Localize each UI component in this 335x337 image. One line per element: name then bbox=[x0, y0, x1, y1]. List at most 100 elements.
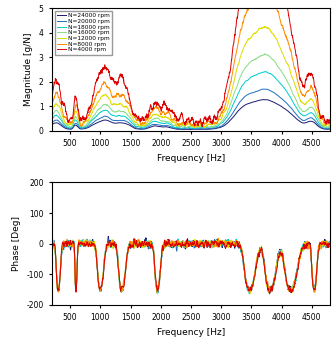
Line: N=24000 rpm: N=24000 rpm bbox=[52, 236, 330, 293]
Y-axis label: Phase [Deg]: Phase [Deg] bbox=[12, 216, 21, 271]
N=24000 rpm bbox=[179, 127, 183, 131]
N=18000 rpm bbox=[83, 125, 87, 129]
N=12000 rpm bbox=[328, 243, 332, 247]
N=24000 rpm bbox=[328, 127, 332, 131]
N=16000 rpm bbox=[71, 120, 75, 124]
N=18000 rpm bbox=[50, 118, 54, 122]
N=4000 rpm bbox=[168, 242, 172, 246]
N=16000 rpm bbox=[168, 244, 172, 248]
N=18000 rpm bbox=[192, 126, 196, 130]
N=16000 rpm bbox=[50, 114, 54, 118]
Y-axis label: Magnitude [g/N]: Magnitude [g/N] bbox=[24, 33, 33, 106]
N=4000 rpm bbox=[200, 125, 204, 129]
N=8000 rpm bbox=[179, 242, 183, 246]
N=12000 rpm bbox=[328, 123, 332, 127]
N=12000 rpm bbox=[50, 110, 54, 114]
N=18000 rpm bbox=[168, 241, 172, 245]
N=4000 rpm bbox=[174, 114, 178, 118]
N=16000 rpm bbox=[208, 125, 212, 129]
Line: N=18000 rpm: N=18000 rpm bbox=[52, 239, 330, 294]
N=12000 rpm bbox=[82, 237, 86, 241]
N=4000 rpm bbox=[71, 108, 75, 112]
N=16000 rpm bbox=[83, 124, 87, 128]
N=20000 rpm bbox=[328, 239, 332, 243]
N=20000 rpm bbox=[168, 124, 172, 128]
N=18000 rpm bbox=[264, 69, 268, 73]
N=18000 rpm bbox=[71, 121, 75, 125]
N=18000 rpm bbox=[168, 122, 172, 126]
N=12000 rpm bbox=[262, 25, 266, 29]
N=4000 rpm bbox=[208, 116, 212, 120]
N=12000 rpm bbox=[50, 240, 54, 244]
N=8000 rpm bbox=[291, 290, 295, 294]
N=8000 rpm bbox=[179, 122, 183, 126]
N=20000 rpm bbox=[83, 242, 87, 246]
N=12000 rpm bbox=[248, 291, 252, 295]
N=16000 rpm bbox=[168, 120, 172, 124]
Line: N=16000 rpm: N=16000 rpm bbox=[52, 239, 330, 294]
N=20000 rpm bbox=[50, 121, 54, 125]
N=18000 rpm bbox=[71, 240, 75, 244]
N=20000 rpm bbox=[83, 126, 87, 130]
N=16000 rpm bbox=[328, 125, 332, 129]
N=4000 rpm bbox=[179, 244, 183, 248]
N=16000 rpm bbox=[50, 241, 54, 245]
N=8000 rpm bbox=[50, 243, 54, 247]
N=8000 rpm bbox=[79, 125, 83, 129]
N=18000 rpm bbox=[247, 292, 251, 296]
N=18000 rpm bbox=[176, 237, 180, 241]
N=20000 rpm bbox=[71, 239, 75, 243]
N=20000 rpm bbox=[107, 237, 111, 241]
X-axis label: Frequency [Hz]: Frequency [Hz] bbox=[157, 328, 225, 337]
N=8000 rpm bbox=[83, 240, 87, 244]
Line: N=20000 rpm: N=20000 rpm bbox=[52, 239, 330, 293]
N=24000 rpm bbox=[179, 241, 183, 245]
N=8000 rpm bbox=[50, 102, 54, 106]
Line: N=24000 rpm: N=24000 rpm bbox=[52, 100, 330, 129]
N=12000 rpm bbox=[179, 122, 183, 126]
N=8000 rpm bbox=[71, 115, 75, 119]
N=24000 rpm bbox=[83, 127, 87, 131]
Line: N=12000 rpm: N=12000 rpm bbox=[52, 239, 330, 293]
N=8000 rpm bbox=[208, 121, 212, 125]
N=4000 rpm bbox=[267, 292, 271, 296]
N=16000 rpm bbox=[71, 242, 75, 246]
N=24000 rpm bbox=[50, 123, 54, 127]
N=4000 rpm bbox=[83, 243, 87, 247]
N=20000 rpm bbox=[179, 243, 183, 247]
N=24000 rpm bbox=[261, 98, 265, 102]
Line: N=18000 rpm: N=18000 rpm bbox=[52, 71, 330, 128]
N=20000 rpm bbox=[261, 87, 265, 91]
N=18000 rpm bbox=[174, 242, 178, 246]
Line: N=4000 rpm: N=4000 rpm bbox=[52, 239, 330, 294]
N=24000 rpm bbox=[71, 125, 75, 129]
N=4000 rpm bbox=[328, 121, 332, 125]
N=8000 rpm bbox=[71, 240, 75, 244]
N=8000 rpm bbox=[328, 122, 332, 126]
N=16000 rpm bbox=[155, 292, 159, 296]
N=12000 rpm bbox=[168, 118, 172, 122]
N=18000 rpm bbox=[208, 125, 212, 129]
Legend: N=24000 rpm, N=20000 rpm, N=18000 rpm, N=16000 rpm, N=12000 rpm, N=8000 rpm, N=4: N=24000 rpm, N=20000 rpm, N=18000 rpm, N… bbox=[55, 11, 112, 55]
N=8000 rpm bbox=[174, 119, 178, 123]
Line: N=8000 rpm: N=8000 rpm bbox=[52, 0, 330, 127]
N=16000 rpm bbox=[207, 126, 211, 130]
N=20000 rpm bbox=[208, 241, 212, 245]
Line: N=12000 rpm: N=12000 rpm bbox=[52, 27, 330, 128]
N=16000 rpm bbox=[174, 123, 178, 127]
N=18000 rpm bbox=[83, 240, 87, 244]
N=20000 rpm bbox=[186, 127, 190, 131]
N=12000 rpm bbox=[208, 123, 212, 127]
N=18000 rpm bbox=[328, 242, 332, 246]
N=8000 rpm bbox=[174, 242, 178, 246]
N=4000 rpm bbox=[174, 242, 178, 246]
Line: N=4000 rpm: N=4000 rpm bbox=[52, 0, 330, 127]
N=24000 rpm bbox=[208, 240, 212, 244]
N=24000 rpm bbox=[208, 127, 212, 131]
N=24000 rpm bbox=[328, 241, 332, 245]
N=12000 rpm bbox=[174, 240, 178, 244]
N=24000 rpm bbox=[174, 240, 178, 244]
N=12000 rpm bbox=[193, 126, 197, 130]
N=20000 rpm bbox=[328, 127, 332, 131]
N=24000 rpm bbox=[50, 242, 54, 246]
